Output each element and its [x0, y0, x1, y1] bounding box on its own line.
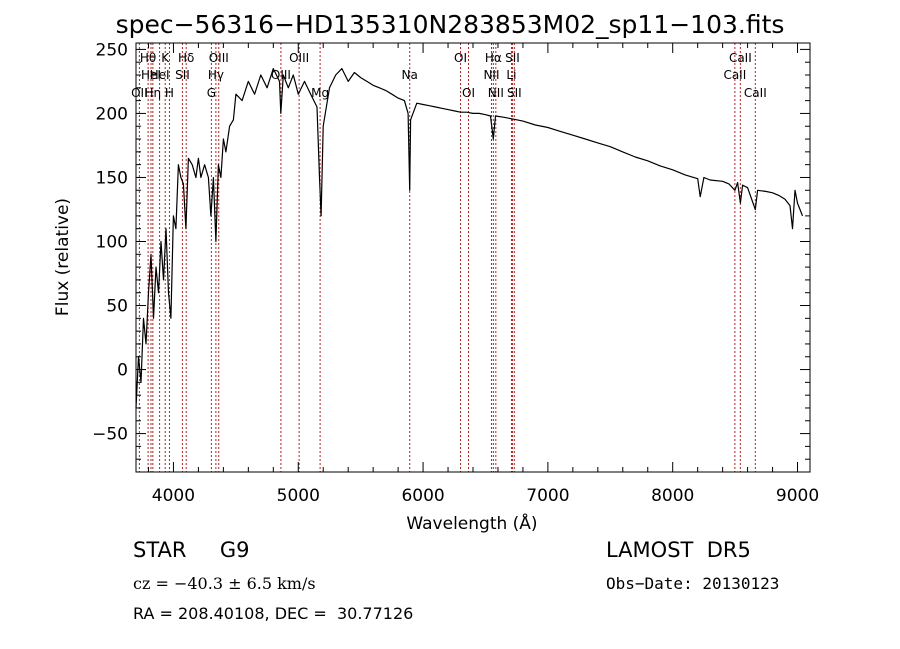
- y-axis-label: Flux (relative): [53, 198, 73, 316]
- x-axis-label: Wavelength (Å): [406, 512, 537, 534]
- x-tick-label: 6000: [401, 486, 444, 506]
- spectral-line-label: OII: [131, 86, 148, 100]
- spectral-line-label: NII: [488, 86, 504, 100]
- spectral-line-label: Li: [506, 68, 516, 82]
- star-class: STAR G9: [133, 538, 250, 562]
- plot-frame: [135, 42, 811, 473]
- spectral-line-label: NII: [483, 68, 499, 82]
- spectral-line-label: Hη: [145, 86, 162, 100]
- redshift-text: cz = −40.3 ± 6.5 km/s: [133, 574, 316, 593]
- spectral-line-label: SII: [175, 68, 190, 82]
- spectral-line-label: HeI: [150, 68, 170, 82]
- x-tick-label: 9000: [776, 486, 819, 506]
- spectral-line-label: OI: [454, 51, 467, 65]
- y-tick-label: 50: [106, 297, 128, 317]
- spectral-line-label: Na: [402, 68, 418, 82]
- x-tick-label: 5000: [277, 486, 320, 506]
- spectral-line-label: OIII: [289, 51, 309, 65]
- line-markers: [138, 43, 756, 472]
- y-tick-label: 150: [96, 168, 128, 188]
- observation-date: Obs−Date: 20130123: [606, 574, 780, 593]
- spectral-line-label: K: [161, 51, 170, 65]
- axes: 4000 5000 6000 7000 8000 9000 −50 0 50 100 150 200 2…: [92, 40, 819, 506]
- spectral-line-label: G: [207, 86, 216, 100]
- y-tick-label: −50: [92, 425, 128, 445]
- spectrum-plot: [135, 67, 804, 409]
- y-tick-label: 250: [96, 40, 128, 60]
- spectral-line-label: SII: [507, 86, 522, 100]
- y-tick-label: 0: [117, 361, 128, 381]
- spectral-line-label: OI: [462, 86, 475, 100]
- x-tick-label: 8000: [651, 486, 694, 506]
- spectral-line-label: Mg: [311, 86, 329, 100]
- coordinates-text: RA = 208.40108, DEC = 30.77126: [133, 604, 414, 623]
- spectrum-series: [135, 67, 804, 409]
- spectral-line-label: CaII: [729, 51, 752, 65]
- spectral-line-label: Hδ: [178, 51, 194, 65]
- spectral-line-label: OIII: [209, 51, 229, 65]
- spectral-line-label: Hα: [485, 51, 502, 65]
- line-labels: OIIHθHeIHηHeIKHSIIHδGHγOIIIOIIIOIIIMgNaO…: [131, 51, 767, 100]
- y-tick-label: 200: [96, 104, 128, 124]
- chart-title: spec−56316−HD135310N283853M02_sp11−103.f…: [115, 10, 785, 39]
- survey-name: LAMOST DR5: [606, 538, 751, 562]
- spectral-line-label: Hγ: [208, 68, 224, 82]
- y-tick-label: 100: [96, 232, 128, 252]
- x-tick-label: 7000: [526, 486, 569, 506]
- x-tick-label: 4000: [152, 486, 195, 506]
- spectral-line-label: CaII: [723, 68, 746, 82]
- spectral-line-label: H: [165, 86, 174, 100]
- spectral-line-label: HeI: [141, 68, 161, 82]
- spectral-line-label: CaII: [744, 86, 767, 100]
- spectral-line-label: SII: [505, 51, 520, 65]
- spectral-line-label: Hθ: [140, 51, 156, 65]
- spectral-line-label: OIII: [271, 68, 291, 82]
